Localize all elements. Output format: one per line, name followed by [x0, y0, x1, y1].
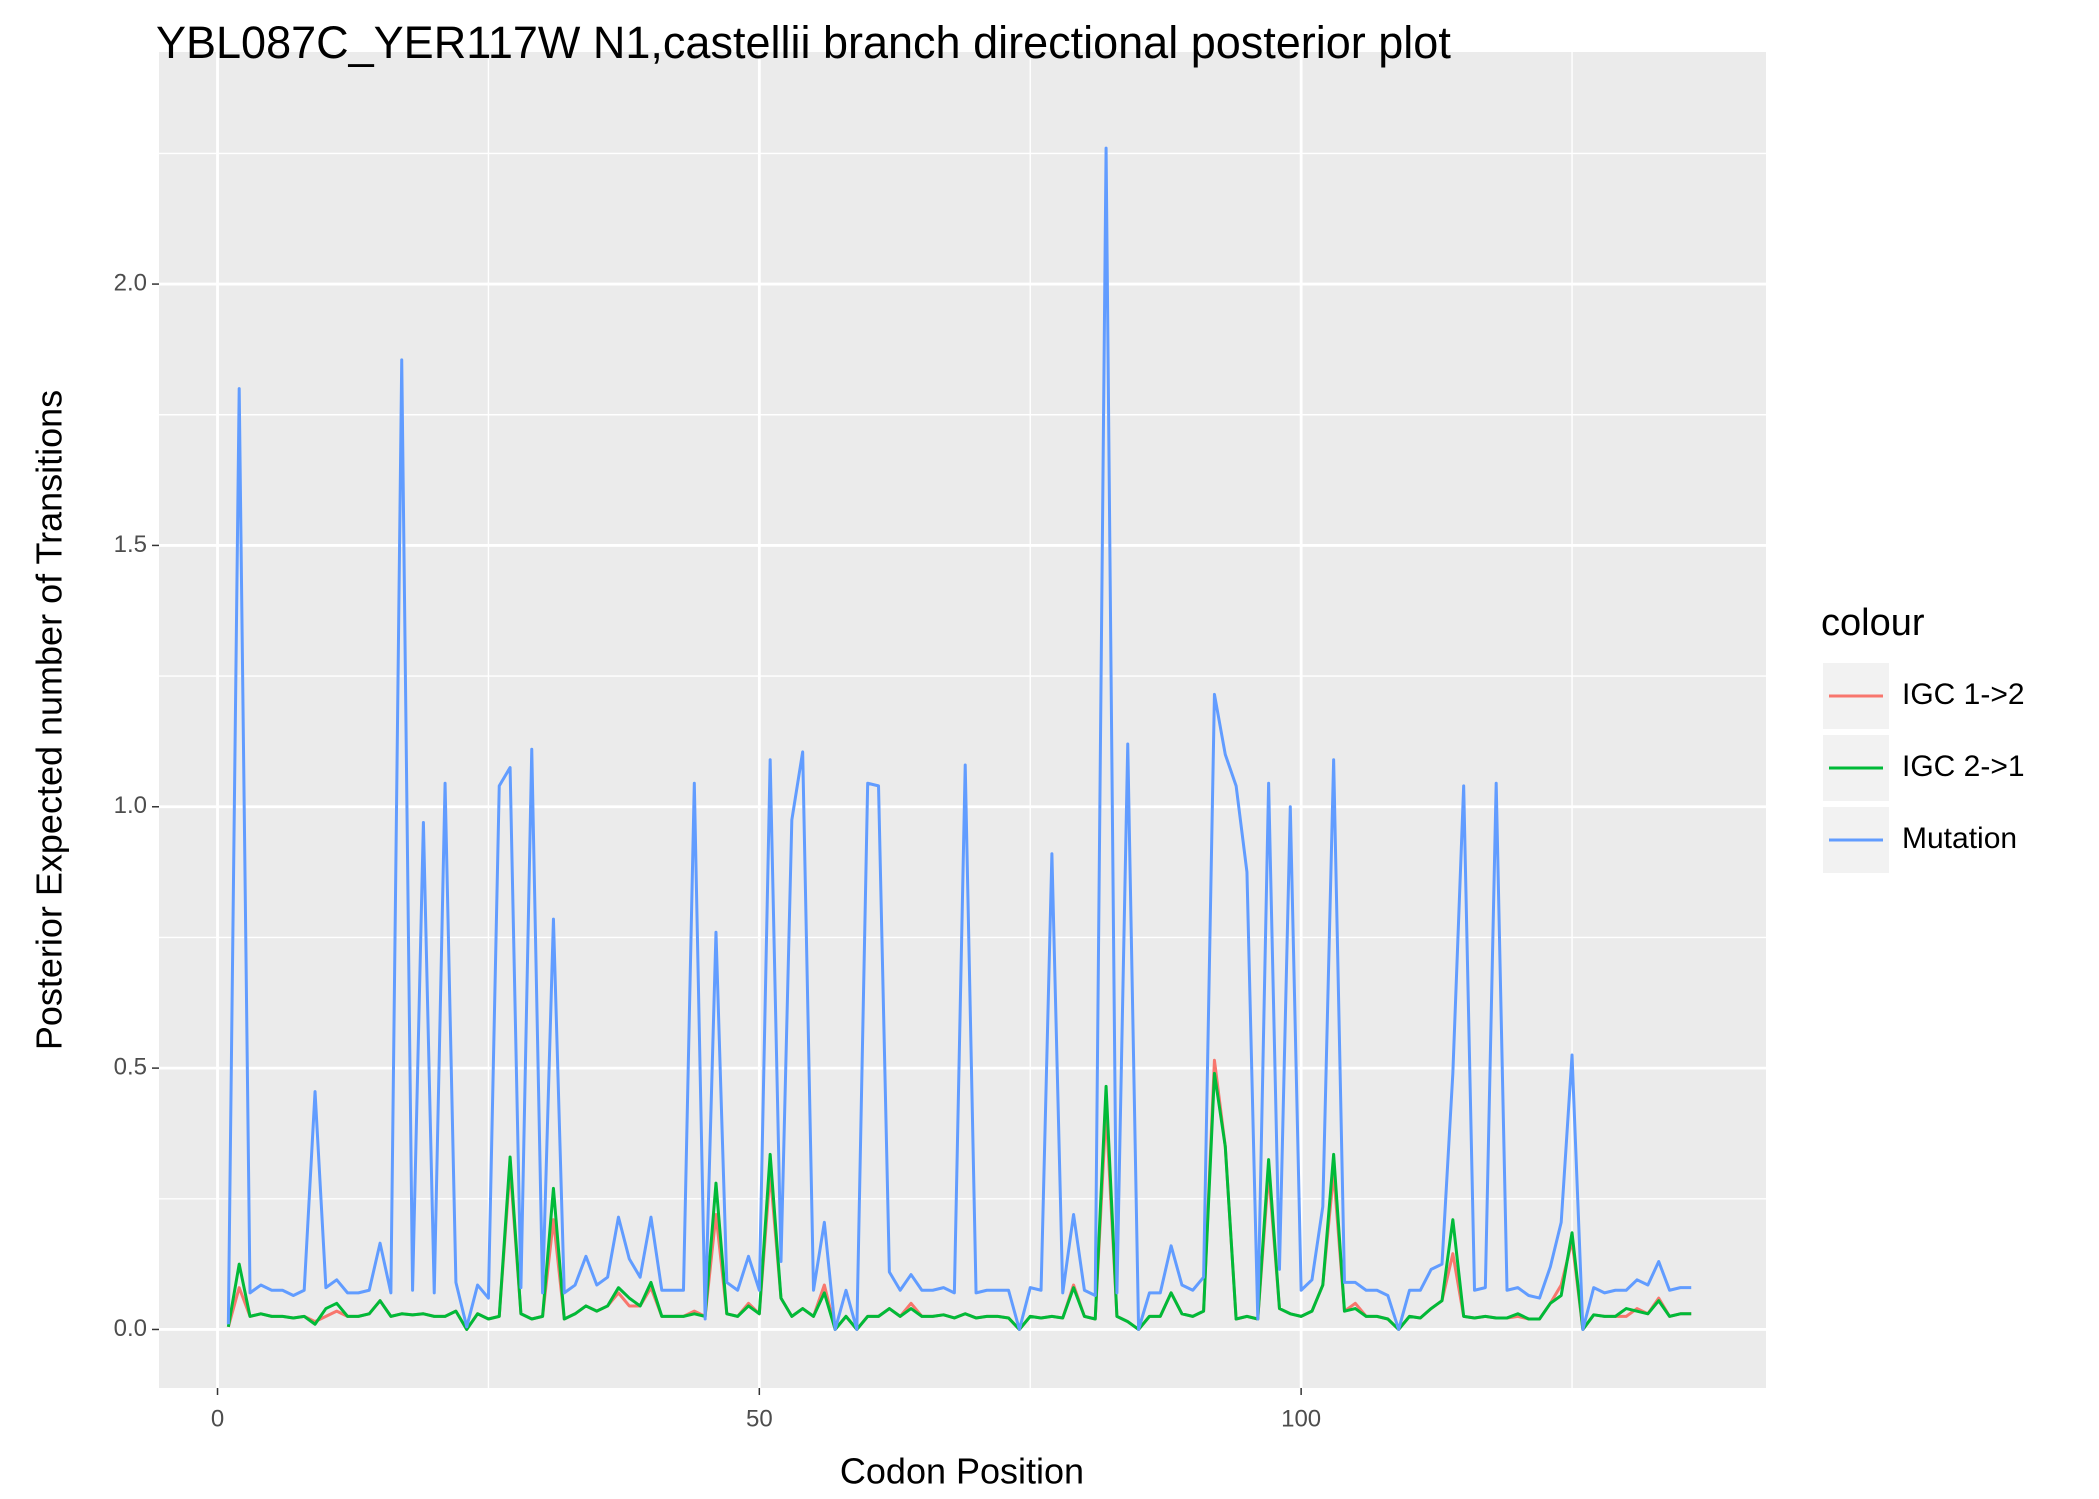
y-tick-label: 2.0 [114, 269, 147, 296]
legend-title: colour [1821, 602, 1925, 644]
legend-label: IGC 2->1 [1902, 750, 2025, 783]
axes: 0 50 100 0.0 0.5 1.0 1.5 2.0 [114, 269, 1322, 1432]
y-tick-label: 1.0 [114, 792, 147, 819]
lines [226, 146, 1692, 1331]
x-tick-label: 100 [1281, 1405, 1321, 1432]
y-tick-label: 1.5 [114, 531, 147, 558]
series-line [226, 146, 1692, 1331]
legend-label: IGC 1->2 [1902, 678, 2025, 711]
series-line [226, 1071, 1692, 1331]
panel-background [159, 52, 1766, 1388]
y-axis-title: Posterior Expected number of Transitions [29, 390, 70, 1050]
x-tick-label: 50 [746, 1405, 773, 1432]
legend: IGC 1->2 IGC 2->1 Mutation [1823, 663, 2025, 873]
legend-label: Mutation [1902, 822, 2017, 855]
chart-title: YBL087C_YER117W N1,castellii branch dire… [156, 17, 1451, 68]
x-axis-title: Codon Position [840, 1451, 1084, 1492]
y-tick-label: 0.5 [114, 1053, 147, 1080]
y-tick-label: 0.0 [114, 1315, 147, 1342]
x-tick-label: 0 [211, 1405, 224, 1432]
